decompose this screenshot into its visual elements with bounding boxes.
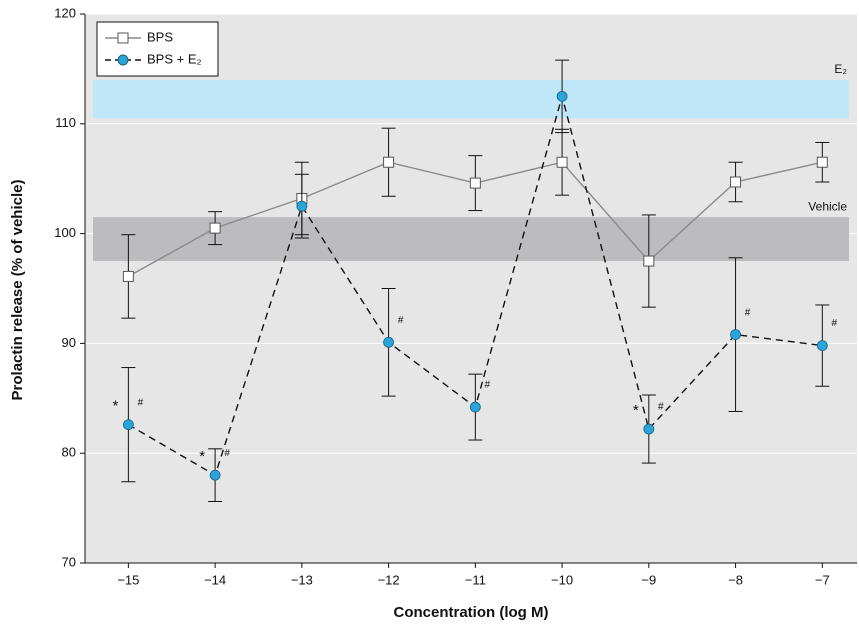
marker [816, 156, 828, 168]
x-tick-label: −13 [291, 572, 313, 587]
y-tick-label: 110 [55, 115, 76, 130]
marker [730, 176, 742, 188]
y-tick-label: 90 [62, 335, 76, 350]
annotation: # [658, 402, 664, 413]
y-tick-label: 100 [54, 225, 76, 240]
x-tick-label: −9 [641, 572, 656, 587]
legend-label: BPS [147, 29, 173, 44]
annotation: * [112, 398, 118, 415]
x-tick-label: −15 [117, 572, 139, 587]
y-axis-label: Prolactin release (% of vehicle) [9, 180, 26, 401]
x-tick-label: −7 [815, 572, 830, 587]
x-tick-label: −14 [204, 572, 226, 587]
annotation: # [832, 318, 838, 329]
annotation: # [398, 315, 404, 326]
marker [643, 423, 655, 435]
annotation: * [633, 402, 639, 419]
marker [469, 177, 481, 189]
y-tick-label: 120 [54, 5, 76, 20]
annotation: * [199, 448, 205, 465]
marker [122, 419, 134, 431]
x-tick-label: −8 [728, 572, 743, 587]
marker [296, 200, 308, 212]
marker [122, 270, 134, 282]
x-tick-label: −10 [551, 572, 573, 587]
marker [816, 340, 828, 351]
y-tick-label: 70 [62, 554, 76, 569]
marker [556, 90, 568, 102]
legend-marker [117, 32, 129, 44]
band-label: E₂ [834, 62, 847, 76]
legend-marker [117, 54, 129, 66]
y-tick-label: 80 [62, 445, 76, 460]
reference-band [93, 79, 849, 119]
marker [469, 401, 481, 413]
marker [730, 329, 741, 341]
band-label: Vehicle [808, 199, 847, 213]
marker [383, 336, 394, 348]
marker [556, 156, 568, 168]
x-tick-label: −11 [465, 572, 486, 587]
annotation: # [138, 397, 144, 408]
annotation: # [745, 307, 751, 318]
x-axis-label: Concentration (log M) [394, 604, 549, 621]
annotation: # [485, 380, 491, 391]
reference-band [93, 217, 849, 262]
marker [209, 469, 221, 481]
legend: BPS BPS + E₂ [96, 21, 219, 77]
marker [209, 222, 221, 234]
annotation: # [224, 448, 230, 459]
legend-label: BPS + E₂ [147, 51, 202, 66]
marker [383, 156, 395, 168]
x-tick-label: −12 [378, 572, 400, 587]
legend-box [96, 21, 219, 77]
marker [643, 255, 655, 267]
